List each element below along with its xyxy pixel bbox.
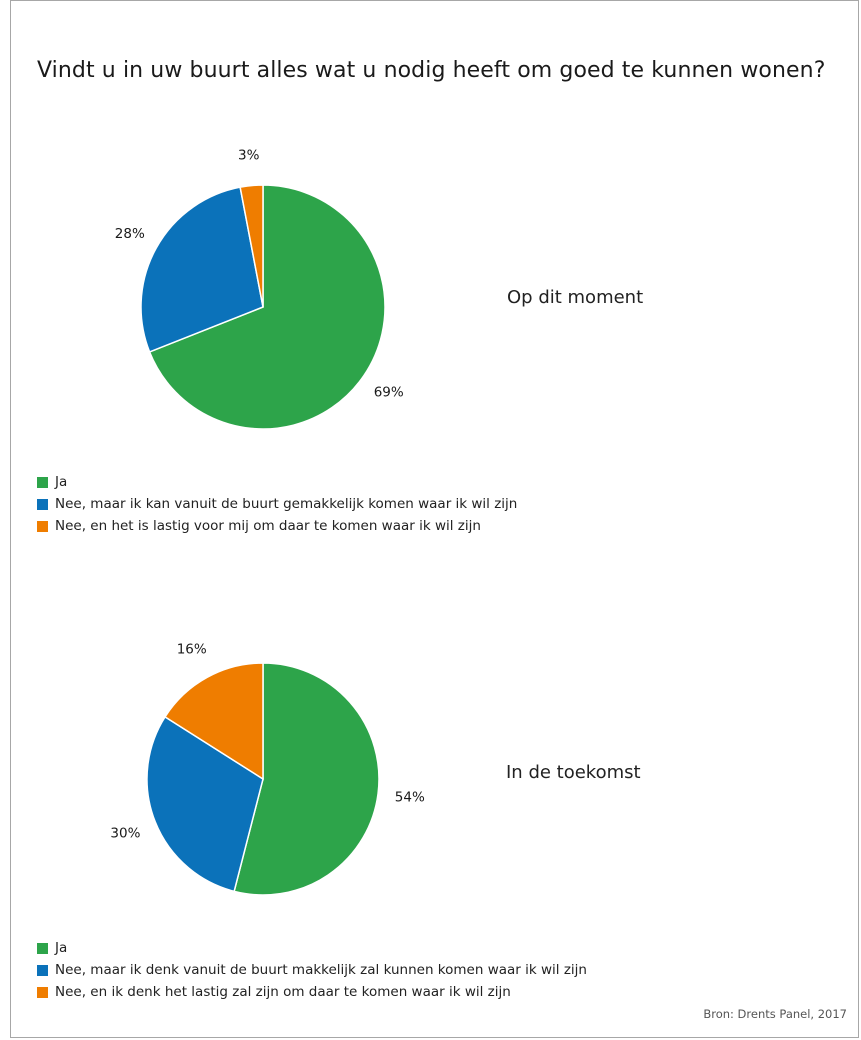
legend-item: Ja bbox=[37, 471, 517, 493]
slice-label: 3% bbox=[238, 148, 260, 164]
legend-future: Ja Nee, maar ik denk vanuit de buurt mak… bbox=[37, 937, 587, 1003]
slice-label: 30% bbox=[110, 826, 140, 842]
pie-slice bbox=[140, 186, 264, 353]
legend-swatch-blue bbox=[37, 498, 48, 510]
pie-slice bbox=[233, 662, 380, 896]
legend-label: Ja bbox=[55, 940, 68, 956]
legend-item: Ja bbox=[37, 937, 587, 959]
legend-label: Ja bbox=[55, 474, 68, 490]
slice-label: 28% bbox=[115, 226, 145, 242]
pie-caption-current: Op dit moment bbox=[507, 287, 644, 308]
legend-label: Nee, en het is lastig voor mij om daar t… bbox=[55, 518, 481, 534]
legend-swatch-blue bbox=[37, 964, 48, 976]
legend-current: Ja Nee, maar ik kan vanuit de buurt gema… bbox=[37, 471, 517, 537]
chart-frame bbox=[10, 0, 859, 1038]
slice-label: 16% bbox=[177, 641, 207, 657]
legend-item: Nee, maar ik denk vanuit de buurt makkel… bbox=[37, 959, 587, 981]
pie-slice bbox=[148, 184, 386, 430]
pie-slice bbox=[239, 184, 264, 308]
legend-swatch-orange bbox=[37, 986, 48, 998]
legend-label: Nee, maar ik denk vanuit de buurt makkel… bbox=[55, 962, 587, 978]
legend-swatch-green bbox=[37, 476, 48, 488]
legend-item: Nee, maar ik kan vanuit de buurt gemakke… bbox=[37, 493, 517, 515]
chart-title: Vindt u in uw buurt alles wat u nodig he… bbox=[37, 58, 826, 83]
legend-swatch-orange bbox=[37, 520, 48, 532]
legend-item: Nee, en ik denk het lastig zal zijn om d… bbox=[37, 981, 587, 1003]
pie-chart-future: 54% 30% 16% bbox=[110, 641, 425, 896]
source-note: Bron: Drents Panel, 2017 bbox=[703, 1007, 847, 1021]
pie-slice bbox=[164, 662, 264, 781]
pie-caption-future: In de toekomst bbox=[506, 762, 641, 783]
legend-swatch-green bbox=[37, 942, 48, 954]
pie-slice bbox=[146, 715, 264, 893]
legend-item: Nee, en het is lastig voor mij om daar t… bbox=[37, 515, 517, 537]
legend-label: Nee, maar ik kan vanuit de buurt gemakke… bbox=[55, 496, 518, 512]
slice-label: 69% bbox=[374, 384, 404, 400]
pie-chart-current: 69% 28% 3% bbox=[115, 148, 404, 430]
legend-label: Nee, en ik denk het lastig zal zijn om d… bbox=[55, 984, 511, 1000]
slice-label: 54% bbox=[395, 790, 425, 806]
